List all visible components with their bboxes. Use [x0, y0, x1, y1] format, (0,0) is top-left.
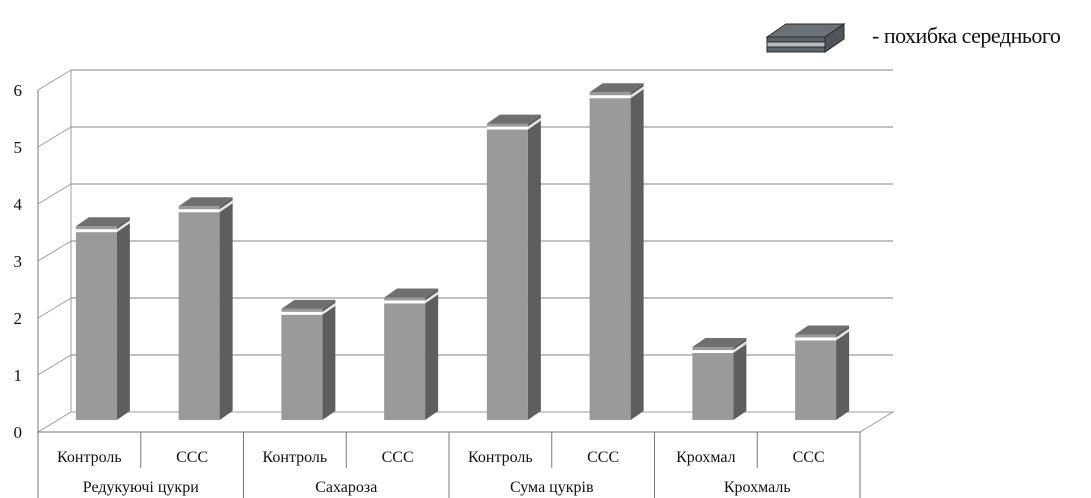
- bar-top: [486, 114, 541, 124]
- bar-side: [322, 299, 336, 420]
- gridline-diagonal: [37, 240, 72, 262]
- gridline-diagonal: [37, 354, 72, 376]
- bar-side: [219, 197, 233, 420]
- bar: [692, 338, 747, 420]
- bar-top: [589, 83, 644, 93]
- x-tick-label: Контроль: [57, 449, 122, 466]
- bar-top: [75, 217, 130, 227]
- error-band-side: [116, 220, 130, 233]
- error-band: [589, 95, 631, 99]
- bar-side: [116, 217, 130, 420]
- error-band: [692, 350, 734, 354]
- x-group-label: Крохмаль: [724, 479, 791, 496]
- bar: [795, 325, 850, 420]
- bar-front: [384, 297, 426, 420]
- y-tick-label: 2: [14, 309, 23, 328]
- x-tick-label: ССС: [587, 449, 619, 466]
- x-group-label: Редукуючі цукри: [83, 479, 199, 496]
- bar-side: [630, 83, 644, 420]
- y-tick-label: 6: [14, 81, 23, 100]
- error-band: [178, 209, 220, 213]
- bar-front: [589, 92, 631, 420]
- bar-side: [733, 338, 747, 420]
- gridline-diagonal: [37, 126, 72, 148]
- x-tick-label: ССС: [176, 449, 208, 466]
- legend-swatch-icon: [765, 23, 846, 53]
- bar-top: [384, 288, 439, 298]
- bar-side: [527, 114, 541, 420]
- bar: [384, 288, 439, 420]
- bar-top: [178, 197, 233, 207]
- gridline-diagonal: [37, 69, 72, 91]
- x-group-label: Сахароза: [315, 479, 377, 496]
- error-band-side: [219, 200, 233, 213]
- x-tick-label: Контроль: [468, 449, 533, 466]
- x-group-label: Сума цукрів: [510, 479, 594, 496]
- gridline-diagonal: [37, 297, 72, 319]
- chart-floor: [36, 411, 895, 433]
- error-band-side: [527, 117, 541, 130]
- error-band-side: [630, 86, 644, 99]
- bar-front: [178, 206, 220, 420]
- grid-layer: [36, 69, 895, 433]
- error-band-side: [836, 328, 850, 341]
- bar-side: [836, 325, 850, 420]
- x-tick-label: Крохмал: [676, 449, 736, 466]
- bars-layer: [75, 83, 850, 420]
- error-band: [486, 126, 528, 130]
- bar: [178, 197, 233, 420]
- bar-front: [795, 334, 837, 420]
- bar-side: [425, 288, 439, 420]
- legend-label: - похибка середнього: [872, 23, 1061, 48]
- error-band-side: [322, 302, 336, 315]
- y-tick-label: 4: [14, 195, 23, 214]
- y-tick-label: 5: [14, 138, 23, 157]
- y-tick-label: 0: [14, 423, 23, 442]
- error-band-side: [425, 291, 439, 304]
- x-tick-label: Контроль: [263, 449, 328, 466]
- error-band: [384, 300, 426, 304]
- x-tick-label: ССС: [793, 449, 825, 466]
- error-band: [795, 337, 837, 341]
- bar-top: [692, 338, 747, 348]
- bar-top: [795, 325, 850, 335]
- legend: - похибка середнього: [764, 18, 1061, 54]
- bar-top: [281, 299, 336, 309]
- error-band: [75, 229, 117, 233]
- bar: [281, 299, 336, 420]
- bar-front: [486, 123, 528, 420]
- bar: [75, 217, 130, 420]
- axis-layer: 0 1 2 3 4 5 6 Контроль ССС Редукуючі цукри Контрол…: [14, 81, 861, 498]
- gridline-diagonal: [37, 183, 72, 205]
- y-tick-label: 1: [14, 366, 23, 385]
- error-band: [281, 311, 323, 315]
- bar-front: [692, 347, 734, 420]
- error-band-side: [733, 341, 747, 354]
- bar: [589, 83, 644, 420]
- bar: [486, 114, 541, 420]
- bar-front: [281, 308, 323, 420]
- y-tick-label: 3: [14, 252, 23, 271]
- bar-front: [75, 226, 117, 420]
- x-tick-label: ССС: [382, 449, 414, 466]
